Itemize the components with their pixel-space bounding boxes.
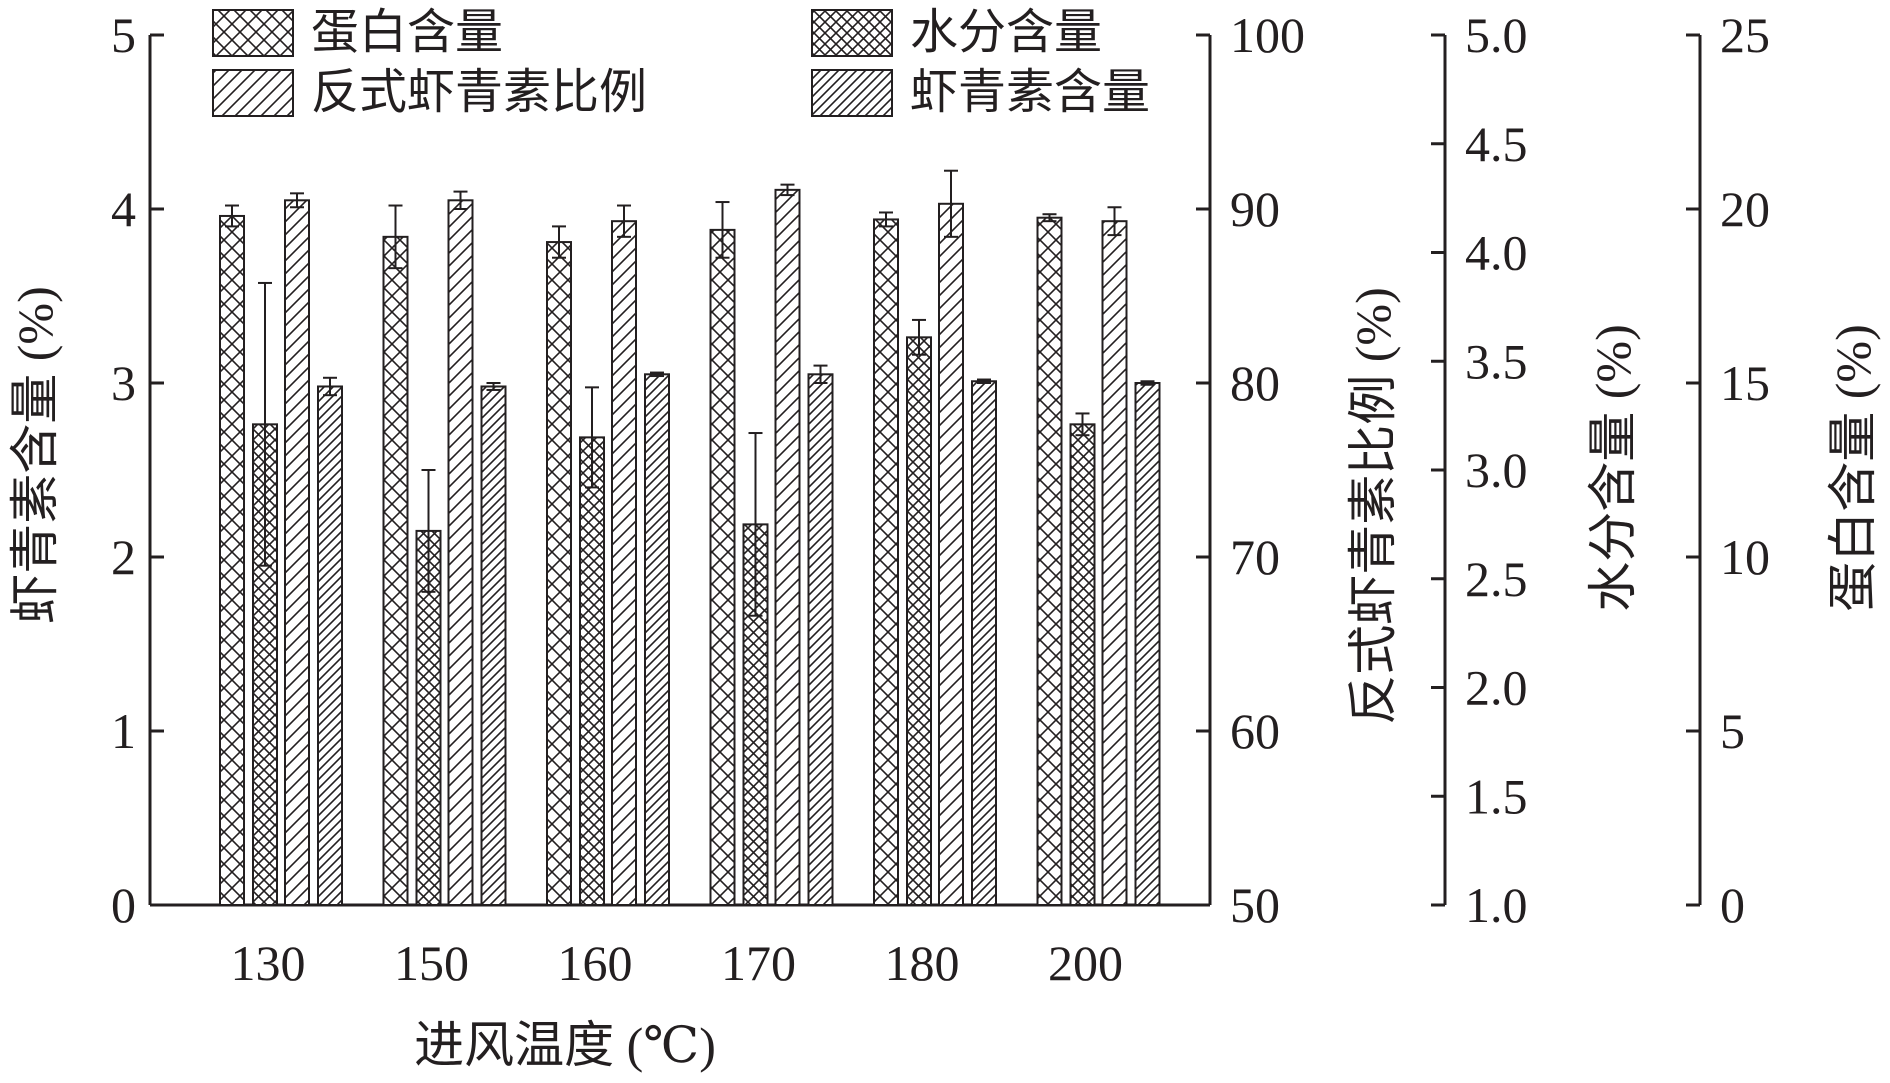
bar-diagonal-160 — [611, 220, 637, 906]
bar-crosshatch-170 — [709, 228, 736, 906]
right2-tick-label: 5.0 — [1465, 7, 1528, 63]
axes: 01234550607080901001.01.52.02.53.03.54.0… — [111, 7, 1770, 933]
right2-tick-label: 1.0 — [1465, 877, 1528, 933]
right1-tick-label: 70 — [1230, 529, 1280, 585]
bar-crosshatch-200 — [1036, 216, 1063, 906]
bar-crosshatch-150 — [382, 235, 409, 906]
bar-diagonal-130 — [284, 199, 310, 907]
right3-tick-label: 10 — [1720, 529, 1770, 585]
legend-swatch-crosshatch — [212, 9, 294, 57]
left-tick-label: 4 — [111, 181, 136, 237]
left-tick-label: 0 — [111, 877, 136, 933]
right2-tick-label: 3.5 — [1465, 333, 1528, 389]
right3-tick-label: 5 — [1720, 703, 1745, 759]
right3-tick-label: 20 — [1720, 181, 1770, 237]
right2-tick-label: 2.0 — [1465, 660, 1528, 716]
right3-tick-label: 25 — [1720, 7, 1770, 63]
bar-crosshatch-160 — [546, 241, 572, 906]
left-axis-title: 虾青素含量 (%) — [7, 286, 63, 623]
x-tick-label: 130 — [231, 935, 306, 991]
bar-diagonal-dense-170 — [807, 373, 834, 906]
bar-crosshatch-130 — [219, 214, 245, 906]
bar-diagonal-dense-200 — [1134, 382, 1161, 906]
bar-diagonal-dense-160 — [644, 373, 670, 906]
right2-axis-title: 水分含量 (%) — [1585, 324, 1641, 611]
left-tick-label: 5 — [111, 7, 136, 63]
right1-tick-label: 100 — [1230, 7, 1305, 63]
right1-tick-label: 60 — [1230, 703, 1280, 759]
bar-crosshatch-dense-150 — [415, 529, 442, 907]
bar-diagonal-200 — [1101, 220, 1128, 906]
bar-diagonal-180 — [938, 202, 964, 906]
right1-tick-label: 90 — [1230, 181, 1280, 237]
legend-label: 反式虾青素比例 — [311, 66, 647, 119]
right1-tick-label: 50 — [1230, 877, 1280, 933]
right2-tick-label: 4.0 — [1465, 225, 1528, 281]
bar-diagonal-dense-180 — [971, 380, 997, 906]
right3-axis-title: 蛋白含量 (%) — [1825, 324, 1881, 611]
right2-tick-label: 2.5 — [1465, 551, 1528, 607]
x-tick-label: 150 — [394, 935, 469, 991]
bar-crosshatch-dense-160 — [579, 436, 605, 906]
x-axis-title: 进风温度 (℃) — [414, 1017, 716, 1073]
legend-swatch-diagonal — [212, 69, 294, 117]
right3-tick-label: 15 — [1720, 355, 1770, 411]
bar-crosshatch-dense-180 — [906, 336, 932, 906]
legend-label: 水分含量 — [910, 6, 1102, 59]
bar-diagonal-150 — [447, 199, 474, 907]
right2-tick-label: 4.5 — [1465, 116, 1528, 172]
bars: 130 150 160 170 180 200 — [219, 169, 1161, 991]
right1-axis-title: 反式虾青素比例 (%) — [1345, 287, 1401, 724]
left-tick-label: 1 — [111, 703, 136, 759]
bar-diagonal-dense-130 — [317, 385, 343, 907]
right2-tick-label: 1.5 — [1465, 768, 1528, 824]
legend-swatch-crosshatch-dense — [811, 9, 893, 57]
x-tick-label: 160 — [558, 935, 633, 991]
left-tick-label: 3 — [111, 355, 136, 411]
right1-tick-label: 80 — [1230, 355, 1280, 411]
x-tick-label: 200 — [1048, 935, 1123, 991]
left-tick-label: 2 — [111, 529, 136, 585]
bar-diagonal-170 — [774, 188, 801, 907]
x-tick-label: 180 — [885, 935, 960, 991]
bar-crosshatch-dense-200 — [1069, 423, 1096, 906]
x-tick-label: 170 — [721, 935, 796, 991]
bar-crosshatch-180 — [873, 218, 899, 906]
right3-tick-label: 0 — [1720, 877, 1745, 933]
legend-label: 蛋白含量 — [311, 6, 503, 59]
legend-label: 虾青素含量 — [910, 66, 1150, 119]
legend-swatch-diagonal-dense — [811, 69, 893, 117]
right2-tick-label: 3.0 — [1465, 442, 1528, 498]
bar-diagonal-dense-150 — [480, 385, 507, 907]
